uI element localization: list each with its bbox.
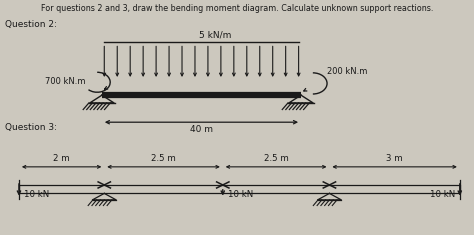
Text: 2 m: 2 m xyxy=(53,154,70,163)
Text: Question 3:: Question 3: xyxy=(5,123,57,132)
Text: 3 m: 3 m xyxy=(386,154,403,163)
Text: 10 kN: 10 kN xyxy=(24,190,49,199)
Text: 2.5 m: 2.5 m xyxy=(264,154,289,163)
Text: 10 kN: 10 kN xyxy=(228,190,253,199)
Text: 5 kN/m: 5 kN/m xyxy=(200,31,232,40)
Text: Question 2:: Question 2: xyxy=(5,20,56,29)
Text: 40 m: 40 m xyxy=(190,125,213,133)
Text: For questions 2 and 3, draw the bending moment diagram. Calculate unknown suppor: For questions 2 and 3, draw the bending … xyxy=(41,4,433,12)
Text: 10 kN: 10 kN xyxy=(430,190,455,199)
Text: 2.5 m: 2.5 m xyxy=(151,154,176,163)
Text: 700 kN.m: 700 kN.m xyxy=(45,77,85,86)
Text: 200 kN.m: 200 kN.m xyxy=(327,67,367,76)
